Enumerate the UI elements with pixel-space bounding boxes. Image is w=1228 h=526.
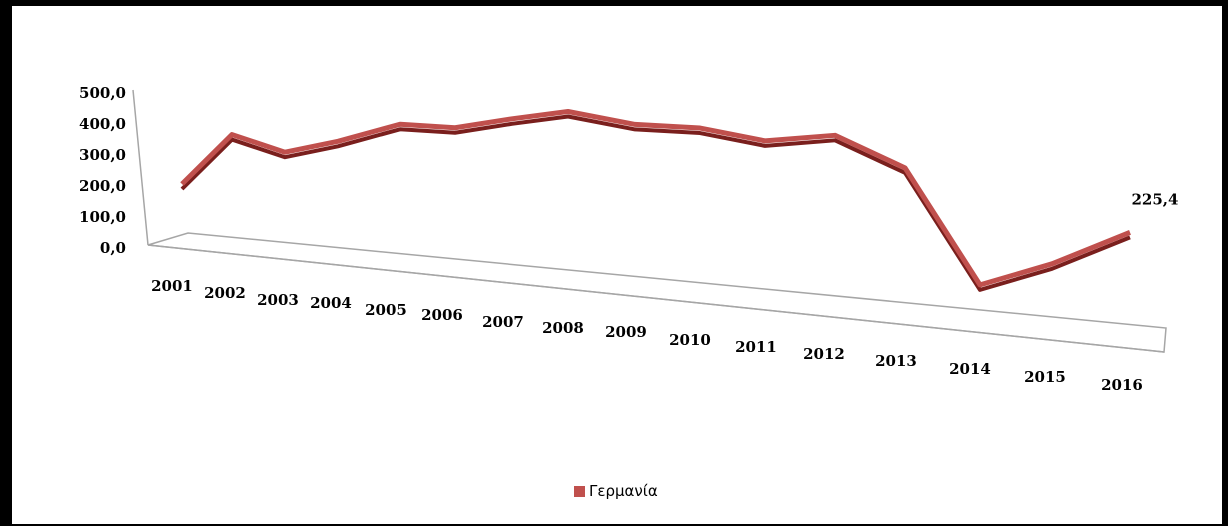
x-category-label: 2010 [669,331,711,349]
x-category-label: 2015 [1024,368,1066,386]
x-category-label: 2011 [735,338,777,356]
x-category-label: 2014 [949,360,991,378]
x-category-label: 2006 [421,306,463,324]
floor-front-edge [147,244,1165,353]
x-category-label: 2009 [605,323,647,341]
x-category-label: 2016 [1101,376,1143,394]
x-axis-categories: 2001 2002 2003 2004 2005 2006 2007 2008 2009 2010… [151,277,1143,394]
data-labels: 225,4 [1132,190,1179,208]
x-category-label: 2008 [542,319,584,337]
x-category-label: 2002 [204,284,246,302]
x-category-label: 2004 [310,294,352,312]
x-category-label: 2012 [803,345,845,363]
x-category-label: 2007 [482,313,524,331]
floor-outline [147,232,1167,353]
series-line-germany [180,109,1131,288]
x-category-label: 2013 [875,352,917,370]
data-label: 225,4 [1132,190,1179,208]
y-tick-label: 500,0 [79,84,126,102]
y-tick-label: 400,0 [79,115,126,133]
series-lines [180,109,1131,292]
x-category-label: 2005 [365,301,407,319]
side-wall-edge [132,89,149,246]
chart-walls [132,89,1167,353]
legend: Γερμανία [574,482,658,500]
y-tick-label: 100,0 [79,208,126,226]
x-category-label: 2001 [151,277,193,295]
x-category-label: 2003 [257,291,299,309]
y-axis-ticks: 0,0 100,0 200,0 300,0 400,0 500,0 [79,84,126,257]
legend-swatch [574,485,585,497]
y-tick-label: 300,0 [79,146,126,164]
y-tick-label: 0,0 [100,239,126,257]
series-line-shadow [180,114,1131,292]
legend-label: Γερμανία [589,482,658,500]
y-tick-label: 200,0 [79,177,126,195]
